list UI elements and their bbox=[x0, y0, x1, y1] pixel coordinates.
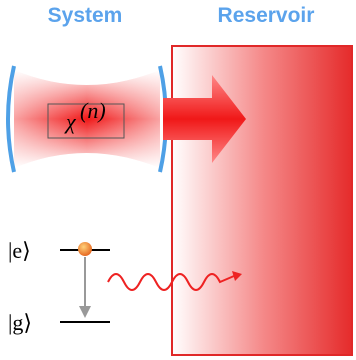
chi-superscript: (n) bbox=[80, 98, 106, 123]
system-label: System bbox=[48, 4, 123, 27]
chi-symbol: χ bbox=[64, 109, 77, 134]
ground-label: |g⟩ bbox=[8, 310, 32, 335]
excited-label: |e⟩ bbox=[8, 238, 31, 263]
reservoir bbox=[172, 46, 352, 355]
decay-arrowhead bbox=[79, 306, 91, 318]
atom bbox=[78, 242, 92, 256]
reservoir-label: Reservoir bbox=[218, 4, 315, 27]
diagram: System Reservoir χ (n) |e⟩ |g⟩ bbox=[0, 0, 356, 360]
mirror-left bbox=[8, 66, 14, 172]
